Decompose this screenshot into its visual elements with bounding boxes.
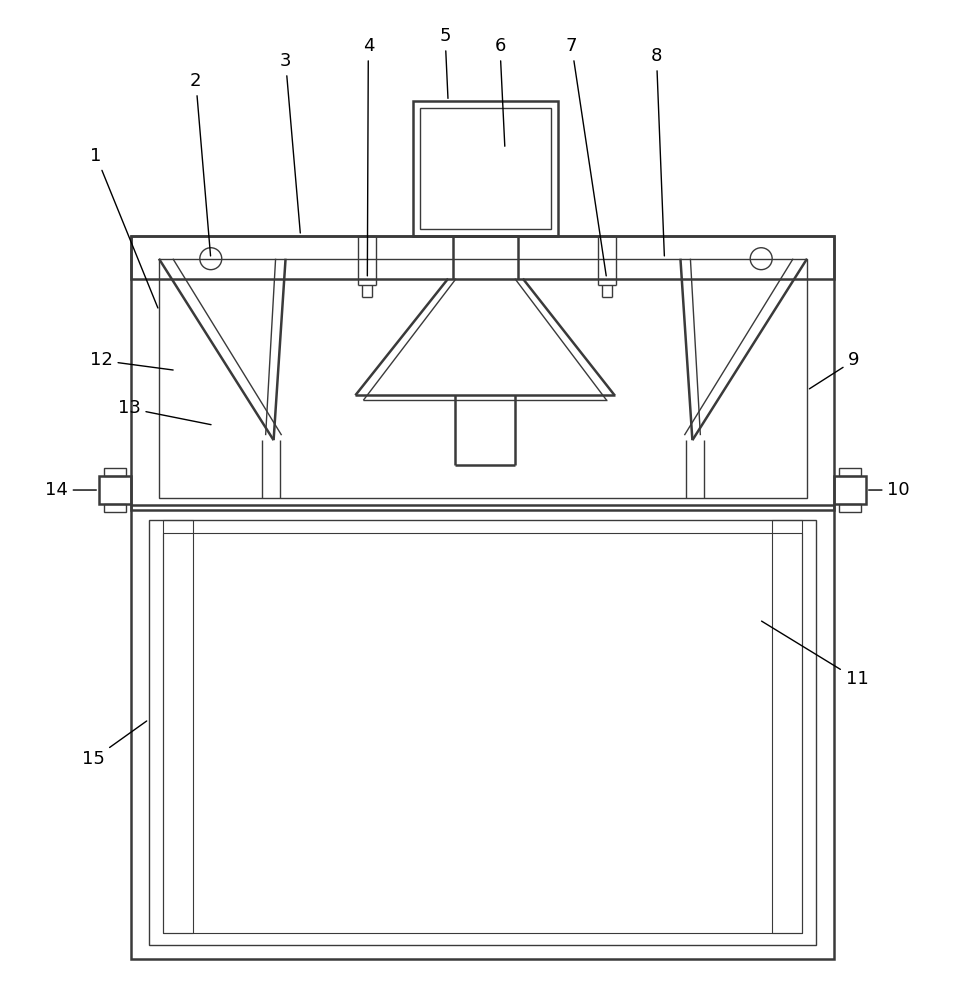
Bar <box>839 504 861 512</box>
Text: 15: 15 <box>82 721 147 768</box>
Bar <box>414 101 558 236</box>
Text: 6: 6 <box>495 37 506 146</box>
Text: 11: 11 <box>762 621 869 688</box>
Bar <box>834 476 866 504</box>
Text: 8: 8 <box>651 47 664 256</box>
Bar <box>131 505 834 959</box>
Text: 12: 12 <box>90 351 174 370</box>
Text: 7: 7 <box>566 37 606 276</box>
Text: 4: 4 <box>362 37 374 276</box>
Bar <box>104 468 126 476</box>
Bar <box>163 533 802 933</box>
Text: 3: 3 <box>280 52 301 233</box>
Bar <box>99 476 131 504</box>
Bar <box>104 504 126 512</box>
Bar <box>149 520 817 945</box>
Bar <box>772 520 802 933</box>
Text: 1: 1 <box>91 147 158 308</box>
Bar <box>163 520 193 933</box>
Text: 14: 14 <box>44 481 96 499</box>
Bar <box>131 236 834 279</box>
Text: 10: 10 <box>869 481 910 499</box>
Bar <box>159 259 807 498</box>
Text: 5: 5 <box>440 27 451 98</box>
Text: 13: 13 <box>118 399 211 425</box>
Bar <box>839 468 861 476</box>
Bar <box>131 236 834 510</box>
Text: 9: 9 <box>810 351 860 389</box>
Bar <box>420 108 550 229</box>
Text: 2: 2 <box>190 72 210 256</box>
